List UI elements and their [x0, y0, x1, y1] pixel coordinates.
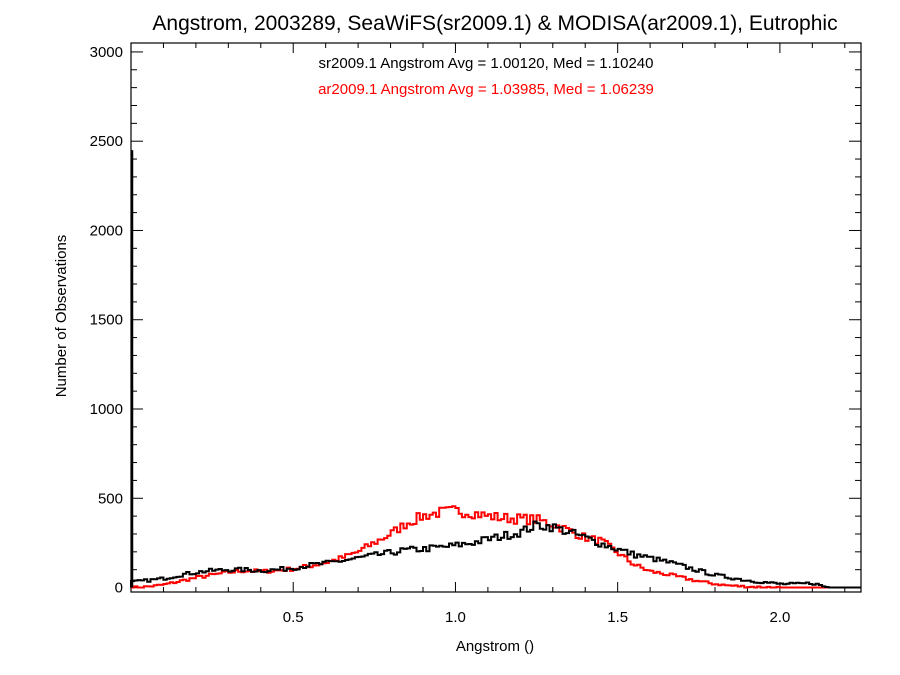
- annotation-sr2009: sr2009.1 Angstrom Avg = 1.00120, Med = 1…: [319, 55, 654, 72]
- y-tick-label: 0: [115, 580, 123, 597]
- x-tick-label: 1.0: [445, 609, 466, 626]
- x-tick-label: 1.5: [607, 609, 628, 626]
- series-lines: [130, 150, 861, 589]
- x-tick-label: 0.5: [283, 609, 304, 626]
- x-tick-label: 2.0: [769, 609, 790, 626]
- y-tick-label: 2500: [90, 133, 123, 150]
- chart-title: Angstrom, 2003289, SeaWiFS(sr2009.1) & M…: [152, 12, 837, 35]
- plot-frame: [130, 42, 862, 593]
- x-axis-label: Angstrom (): [456, 638, 534, 655]
- y-axis-label: Number of Observations: [53, 235, 70, 398]
- y-tick-label: 500: [98, 490, 123, 507]
- y-tick-label: 3000: [90, 44, 123, 61]
- y-tick-label: 1000: [90, 401, 123, 418]
- axis-ticks: 0.5 1.0 1.5 2.0 0 500 1000 1500 2000 2500 3000: [90, 43, 861, 626]
- series-line-sr2009.1: [130, 520, 861, 589]
- series-line-ar2009.1: [131, 505, 861, 589]
- y-tick-label: 2000: [90, 222, 123, 239]
- y-tick-label: 1500: [90, 312, 123, 329]
- annotation-ar2009: ar2009.1 Angstrom Avg = 1.03985, Med = 1…: [318, 81, 654, 98]
